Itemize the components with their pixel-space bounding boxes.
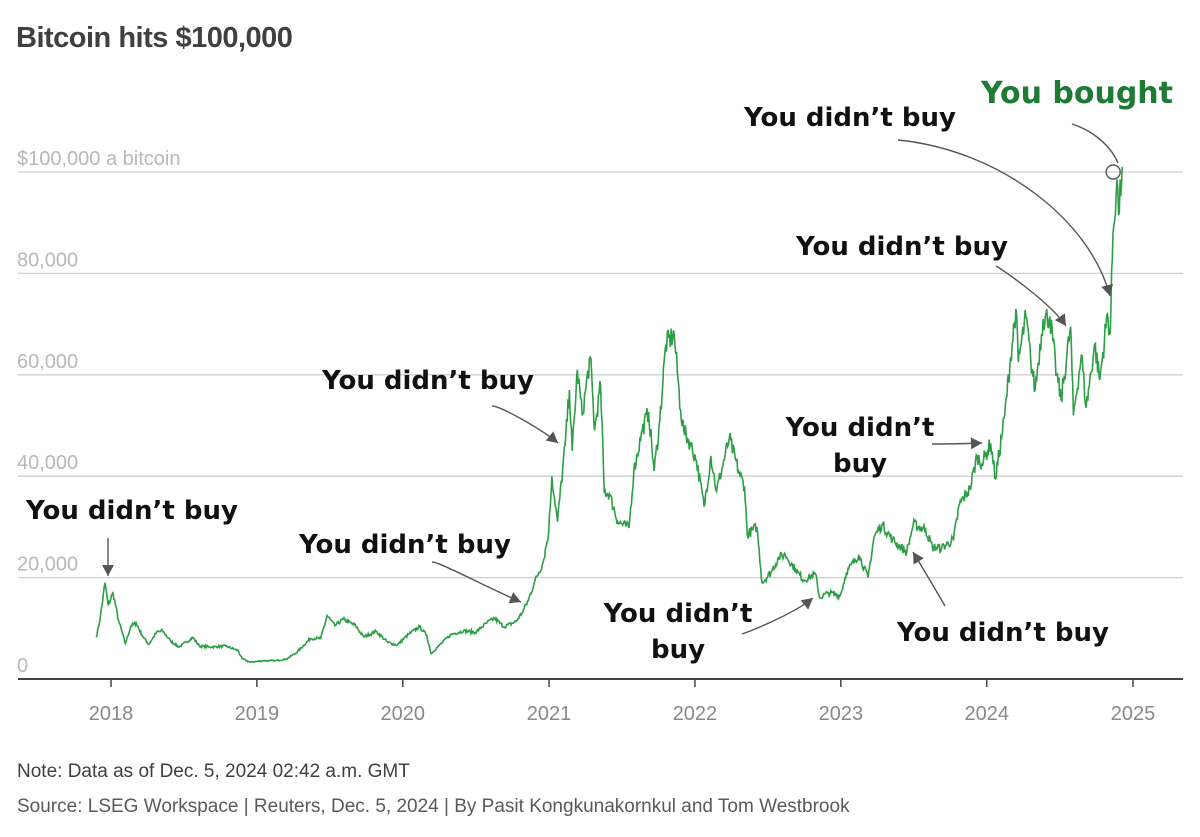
annotation-line: You didn’t buy [795,232,1008,262]
x-tick-label: 2022 [673,703,718,725]
annotation-arrow [995,265,1067,327]
annotation-line: You didn’t buy [25,496,238,526]
annotation-you-didnt-buy: You didn’t buy [321,366,534,396]
annotation-line: buy [833,449,887,479]
annotation-you-didnt-buy: You didn’t buy [785,413,935,479]
y-tick-label: 20,000 [17,554,78,576]
y-tick-label: 0 [17,655,28,677]
annotation-you-didnt-buy: You didn’t buy [603,599,753,665]
annotation-line: You didn’t [785,413,935,443]
annotation-line: You didn’t buy [298,530,511,560]
price-series-line [95,166,1123,664]
annotation-arrow [431,561,522,603]
annotation-line: You didn’t buy [743,103,956,133]
annotation-line: buy [651,635,705,665]
annotation-you-didnt-buy: You didn’t buy [743,103,956,133]
x-tick-label: 2020 [381,703,426,725]
annotation-arrows [102,123,1119,635]
annotation-arrow [491,405,559,444]
x-tick-labels: 2018 2019 2020 2021 2022 2023 2024 2025 [89,679,1156,725]
chart-note: Note: Data as of Dec. 5, 2024 02:42 a.m.… [17,761,410,782]
annotation-you-didnt-buy: You didn’t buy [298,530,511,560]
annotation-you-didnt-buy: You didn’t buy [25,496,238,526]
annotation-you-bought: You bought [980,76,1173,111]
annotation-labels: You didn’t buy You didn’t buy You didn’t b… [25,76,1173,665]
annotation-line: You bought [980,76,1173,111]
gridlines [18,171,1183,579]
x-tick-label: 2024 [964,703,1009,725]
y-tick-label: 60,000 [17,351,78,373]
arrowhead [508,592,521,604]
x-tick-label: 2023 [819,703,864,725]
annotation-line: You didn’t buy [896,618,1109,648]
arrowhead [970,437,982,450]
annotation-arrow [741,597,814,635]
annotation-you-didnt-buy: You didn’t buy [795,232,1008,262]
chart-source: Source: LSEG Workspace | Reuters, Dec. 5… [17,796,850,817]
annotation-arrow [1071,123,1119,164]
annotation-arrow [897,139,1111,297]
x-tick-label: 2018 [89,703,134,725]
arrowhead [1101,283,1114,296]
y-tick-label: $100,000 a bitcoin [17,148,180,170]
x-tick-label: 2021 [527,703,572,725]
chart-title: Bitcoin hits $100,000 [16,22,293,54]
annotation-line: You didn’t [603,599,753,629]
arrowhead [800,598,813,610]
y-tick-label: 80,000 [17,249,78,271]
arrowhead [913,552,924,565]
x-tick-label: 2019 [235,703,280,725]
arrowhead [1054,313,1066,326]
y-tick-labels: 0 20,000 40,000 60,000 80,000 $100,000 a bitc… [17,148,180,677]
annotation-you-didnt-buy: You didn’t buy [896,618,1109,648]
arrowhead [102,565,114,576]
peak-marker-circle [1105,164,1121,180]
x-tick-label: 2025 [1111,703,1156,725]
annotation-line: You didn’t buy [321,366,534,396]
arrowhead [545,431,558,443]
y-tick-label: 40,000 [17,452,78,474]
